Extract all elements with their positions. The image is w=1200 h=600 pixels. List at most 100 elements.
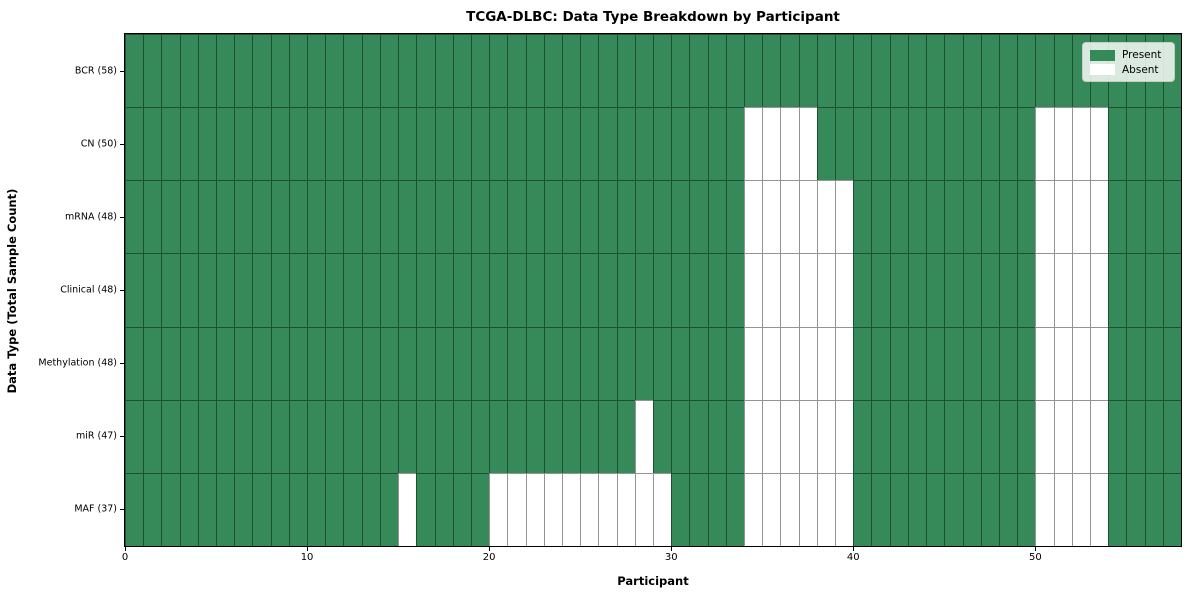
- heatmap-cell: [907, 180, 927, 254]
- heatmap-cell: [671, 107, 690, 181]
- heatmap-cell: [343, 326, 362, 400]
- heatmap-cell: [125, 107, 144, 181]
- heatmap-cell: [962, 399, 981, 473]
- heatmap-cell: [725, 34, 745, 108]
- heatmap-cell: [798, 472, 817, 546]
- heatmap-cell: [179, 326, 198, 400]
- heatmap-cell: [343, 34, 362, 108]
- heatmap-cell: [1126, 107, 1145, 181]
- heatmap-cell: [871, 253, 890, 327]
- heatmap-cell: [998, 180, 1018, 254]
- heatmap-cell: [1108, 326, 1127, 400]
- heatmap-cell: [853, 326, 872, 400]
- heatmap-cell: [543, 107, 562, 181]
- heatmap-cell: [543, 472, 562, 546]
- heatmap-cell: [143, 180, 162, 254]
- heatmap-cell: [853, 34, 872, 108]
- heatmap-cell: [1017, 34, 1036, 108]
- heatmap-cell: [762, 34, 781, 108]
- heatmap-cell: [216, 34, 235, 108]
- heatmap-cell: [835, 326, 854, 400]
- heatmap-cell: [398, 253, 417, 327]
- heatmap-cell: [907, 107, 927, 181]
- heatmap-cell: [307, 180, 326, 254]
- heatmap-cell: [780, 472, 799, 546]
- heatmap-cell: [343, 472, 362, 546]
- heatmap-cell: [1053, 326, 1072, 400]
- heatmap-cell: [1089, 180, 1109, 254]
- absent-swatch-icon: [1090, 64, 1115, 76]
- heatmap-cell: [689, 107, 708, 181]
- heatmap-cell: [671, 180, 690, 254]
- heatmap-cell: [125, 326, 144, 400]
- heatmap-cell: [689, 326, 708, 400]
- heatmap-cell: [216, 399, 235, 473]
- heatmap-cell: [744, 34, 763, 108]
- heatmap-cell: [343, 107, 362, 181]
- heatmap-cell: [325, 180, 344, 254]
- heatmap-cell: [871, 399, 890, 473]
- heatmap-cell: [288, 472, 308, 546]
- heatmap-cell: [1108, 399, 1127, 473]
- heatmap-cell: [762, 253, 781, 327]
- heatmap-cell: [1071, 107, 1090, 181]
- heatmap-cell: [616, 34, 635, 108]
- heatmap-cell: [161, 180, 180, 254]
- heatmap-cell: [1017, 326, 1036, 400]
- present-swatch-icon: [1090, 49, 1115, 61]
- heatmap-cell: [707, 326, 726, 400]
- x-tick-label: 40: [846, 552, 860, 563]
- heatmap-cell: [907, 326, 927, 400]
- y-tick-mark: [120, 70, 124, 72]
- y-axis-label: Data Type (Total Sample Count): [5, 188, 19, 394]
- heatmap-cell: [270, 34, 289, 108]
- heatmap-cell: [944, 180, 963, 254]
- heatmap-cell: [1162, 326, 1181, 400]
- heatmap-cell: [197, 180, 217, 254]
- heatmap-cell: [926, 326, 945, 400]
- heatmap-cell: [816, 180, 836, 254]
- heatmap-cell: [1162, 399, 1181, 473]
- heatmap-cell: [416, 253, 435, 327]
- heatmap-cell: [325, 253, 344, 327]
- heatmap-cell: [744, 399, 763, 473]
- heatmap-cell: [653, 399, 672, 473]
- heatmap-cell: [307, 326, 326, 400]
- heatmap-cell: [980, 472, 999, 546]
- heatmap-cell: [926, 472, 945, 546]
- heatmap-cell: [634, 472, 653, 546]
- heatmap-cell: [744, 326, 763, 400]
- heatmap-cell: [816, 253, 836, 327]
- heatmap-cell: [1035, 107, 1054, 181]
- heatmap-cell: [197, 399, 217, 473]
- heatmap-cell: [762, 326, 781, 400]
- heatmap-cell: [234, 180, 253, 254]
- heatmap-cell: [616, 399, 635, 473]
- heatmap-cell: [1071, 472, 1090, 546]
- heatmap-cell: [470, 34, 490, 108]
- heatmap-cell: [889, 180, 908, 254]
- x-tick-label: 0: [121, 552, 129, 563]
- heatmap-cell: [470, 180, 490, 254]
- heatmap-cell: [944, 399, 963, 473]
- heatmap-cell: [926, 34, 945, 108]
- heatmap-cell: [270, 180, 289, 254]
- heatmap-cell: [598, 34, 617, 108]
- heatmap-cell: [744, 107, 763, 181]
- heatmap-cell: [1017, 399, 1036, 473]
- heatmap-cell: [1089, 399, 1109, 473]
- heatmap-cell: [361, 34, 380, 108]
- heatmap-cell: [234, 34, 253, 108]
- heatmap-cell: [889, 472, 908, 546]
- heatmap-cell: [343, 253, 362, 327]
- heatmap-cell: [125, 399, 144, 473]
- heatmap-cell: [525, 472, 544, 546]
- heatmap-cell: [689, 34, 708, 108]
- heatmap-cell: [944, 326, 963, 400]
- heatmap-cell: [270, 326, 289, 400]
- heatmap-cell: [744, 472, 763, 546]
- heatmap-cell: [1162, 253, 1181, 327]
- heatmap-cell: [379, 107, 399, 181]
- heatmap-cell: [216, 472, 235, 546]
